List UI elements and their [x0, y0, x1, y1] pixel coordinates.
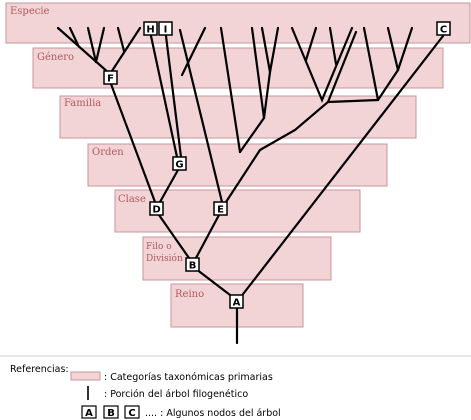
- branch-mid-4: [262, 70, 272, 120]
- legend-node-a-label: A: [85, 408, 93, 419]
- node-e-label: E: [217, 205, 224, 216]
- branch-right-8: [396, 26, 414, 72]
- rank-bands: Especie Género Familia Orden Clase Filo …: [5, 2, 471, 328]
- tree-branches: [56, 26, 445, 345]
- tree-nodes: A B C D E F G H: [103, 21, 451, 309]
- rank-band-filo: [142, 236, 332, 281]
- legend: Referencias: : Categorías taxonómicas pr…: [0, 355, 471, 419]
- branch-mid-6: [268, 26, 280, 74]
- branch-e-up: [178, 28, 224, 204]
- branch-f-sp1: [68, 26, 80, 47]
- branch-f-sp2: [86, 26, 98, 64]
- legend-title: Referencias:: [10, 364, 69, 375]
- node-h-label: H: [146, 25, 154, 36]
- legend-node-c-label: C: [128, 408, 135, 419]
- branch-mid-1: [219, 26, 242, 154]
- node-i-label: I: [164, 25, 168, 36]
- legend-category-swatch: [70, 371, 101, 381]
- branch-e-right: [224, 30, 358, 204]
- rank-label-reino: Reino: [175, 289, 204, 300]
- node-f: F: [103, 70, 118, 85]
- branch-mid-2: [238, 116, 266, 154]
- node-c: C: [436, 21, 451, 36]
- branch-g-h: [149, 34, 179, 159]
- branch-b-d: [157, 213, 191, 260]
- branch-e-fork: [180, 26, 207, 77]
- branch-mid-5: [260, 26, 272, 74]
- branch-right-7: [386, 26, 400, 72]
- legend-node-c: C: [124, 405, 140, 419]
- node-b-label: B: [189, 261, 197, 272]
- rank-label-filo-line1: Filo o: [146, 242, 172, 252]
- branch-d-g: [158, 168, 180, 204]
- node-d: D: [149, 201, 164, 216]
- node-g: G: [172, 156, 187, 171]
- branch-mid-3: [250, 26, 266, 120]
- node-b: B: [185, 257, 200, 272]
- rank-label-genero: Género: [37, 52, 74, 63]
- node-g-label: G: [175, 160, 183, 171]
- rank-label-especie: Especie: [10, 6, 50, 17]
- node-h: H: [143, 21, 158, 36]
- legend-nodes-text: .... : Algunos nodos del árbol: [145, 408, 281, 419]
- rank-band-orden: [87, 143, 388, 187]
- rank-band-especie: [5, 2, 471, 44]
- node-c-label: C: [440, 25, 447, 36]
- node-d-label: D: [152, 205, 160, 216]
- legend-node-b-label: B: [107, 408, 115, 419]
- rank-band-familia: [59, 95, 417, 139]
- node-a-label: A: [233, 298, 241, 309]
- branch-right-4: [326, 98, 380, 104]
- legend-branch-text: : Porción del árbol filogenético: [104, 389, 248, 400]
- branch-f-sp3: [94, 26, 106, 64]
- branch-right-6: [376, 68, 400, 102]
- legend-node-b: B: [103, 405, 119, 419]
- branch-a-c: [238, 34, 445, 300]
- legend-node-a: A: [81, 405, 97, 419]
- branch-b-e: [194, 213, 221, 260]
- rank-label-clase: Clase: [118, 194, 146, 205]
- branch-right-5: [362, 26, 380, 102]
- node-f-label: F: [107, 74, 114, 85]
- branch-g-i: [164, 34, 183, 159]
- branch-right-3: [328, 26, 338, 66]
- legend-category-text: : Categorías taxonómicas primarias: [104, 372, 273, 383]
- node-i: I: [158, 21, 173, 36]
- rank-label-orden: Orden: [92, 147, 124, 158]
- branch-right-2: [304, 26, 318, 62]
- node-e: E: [213, 201, 228, 216]
- branch-right-1: [290, 26, 354, 103]
- branch-f-sp4: [116, 26, 126, 53]
- branch-d-f: [109, 82, 157, 204]
- rank-label-filo-line2: División: [146, 253, 183, 264]
- branch-a-b: [194, 267, 236, 300]
- rank-label-familia: Familia: [64, 98, 101, 109]
- node-a: A: [229, 294, 244, 309]
